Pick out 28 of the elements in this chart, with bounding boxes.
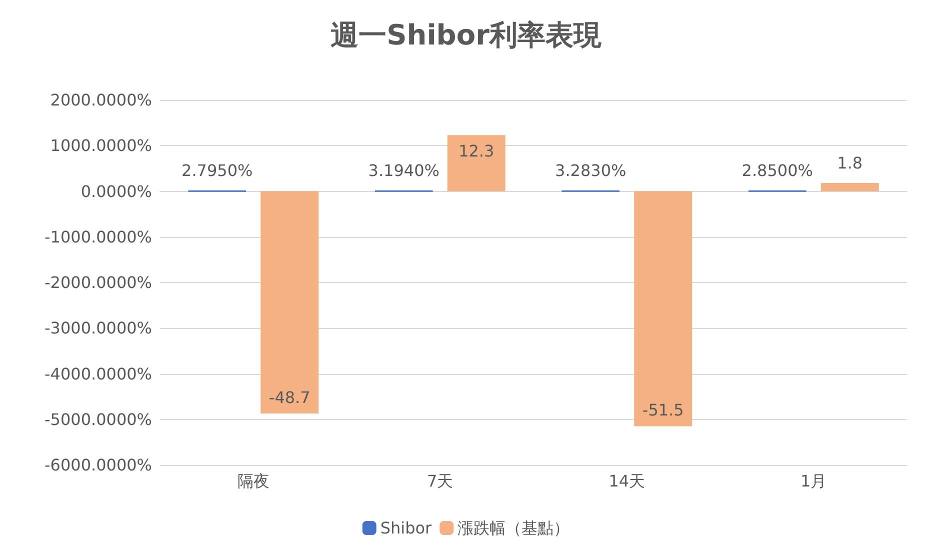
y-tick-label: -6000.0000%: [44, 456, 152, 474]
bar: [260, 191, 319, 414]
y-tick-label: -3000.0000%: [44, 318, 152, 338]
data-label: 2.7950%: [182, 160, 253, 180]
data-label: 2.8500%: [742, 160, 813, 180]
data-label: 12.3: [458, 142, 494, 161]
y-tick-label: -5000.0000%: [44, 410, 152, 429]
legend-label: 漲跌幅（基點）: [458, 518, 570, 538]
x-tick-label: 14天: [608, 472, 646, 490]
data-label: 3.2830%: [555, 160, 626, 180]
x-tick-label: 隔夜: [237, 472, 270, 490]
bar: [820, 183, 879, 192]
data-label: -48.7: [268, 388, 310, 407]
data-label: -51.5: [642, 400, 684, 420]
legend-label: Shibor: [380, 518, 432, 538]
x-tick-label: 7天: [427, 472, 454, 490]
data-label: 3.1940%: [368, 160, 440, 180]
chart-title: 週一Shibor利率表現: [330, 18, 602, 52]
y-tick-label: -2000.0000%: [44, 273, 152, 292]
y-tick-label: 2000.0000%: [50, 90, 152, 110]
data-label: 1.8: [837, 154, 863, 173]
bar: [447, 135, 506, 192]
y-tick-label: 1000.0000%: [50, 136, 152, 156]
y-tick-label: 0.0000%: [80, 182, 152, 201]
y-tick-label: -1000.0000%: [44, 227, 152, 246]
bar: [634, 191, 692, 426]
x-tick-label: 1月: [800, 472, 827, 490]
y-tick-label: -4000.0000%: [44, 364, 152, 384]
